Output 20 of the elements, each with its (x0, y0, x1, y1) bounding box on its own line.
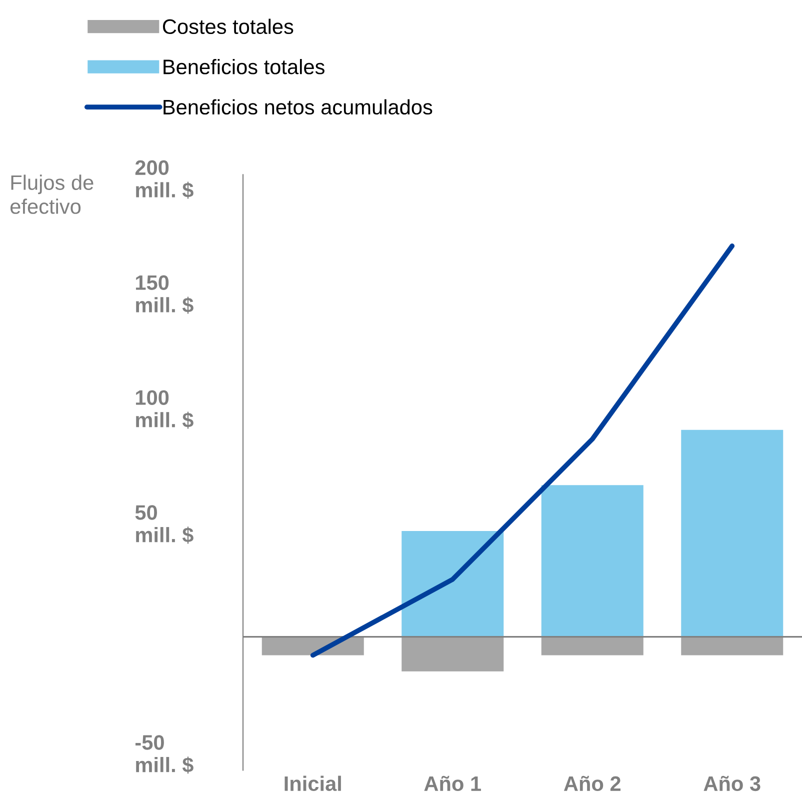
bar (681, 636, 784, 656)
x-tick-label: Año 2 (564, 776, 620, 792)
x-tick-label: Año 3 (704, 776, 760, 792)
y-tick-label: 50 mill. $ (135, 505, 194, 544)
y-tick-label: 150 mill. $ (136, 275, 194, 314)
line-series (310, 244, 735, 658)
bar (541, 485, 644, 637)
x-tick-label: Año 1 (424, 776, 481, 792)
bar (681, 430, 784, 637)
y-tick-label: 200 mill. $ (135, 160, 194, 199)
x-tick-label: Inicial (284, 776, 341, 792)
bar (541, 636, 644, 656)
y-axis-title: Flujos de efectivo (10, 174, 94, 214)
legend-label: Beneficios netos acumulados (164, 99, 432, 115)
legend-label: Beneficios totales (164, 59, 324, 74)
y-tick-label: 100 mill. $ (136, 390, 194, 429)
y-tick-label: -50 mill. $ (135, 735, 194, 774)
bar (402, 636, 504, 672)
legend-label: Costes totales (162, 18, 294, 34)
bar (402, 531, 504, 637)
